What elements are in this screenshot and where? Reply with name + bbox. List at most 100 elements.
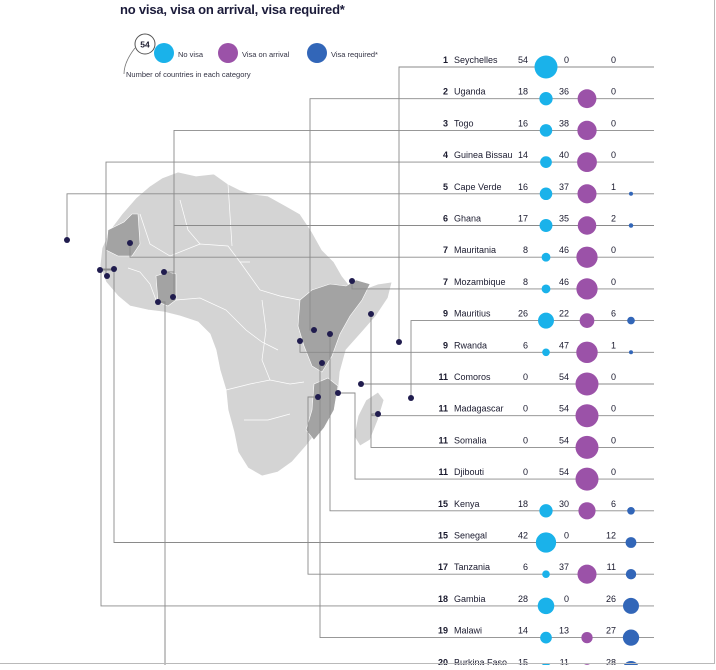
country-marker: [319, 360, 325, 366]
table-row: 20 Burkina Faso 15 11 28: [438, 657, 654, 670]
row-on-arrival-value: 37: [559, 182, 569, 192]
no-visa-bubble: [539, 504, 553, 518]
row-rank: 15: [438, 499, 448, 509]
row-rank: 6: [443, 214, 448, 224]
row-on-arrival-value: 40: [559, 150, 569, 160]
row-no-visa-value: 0: [523, 467, 528, 477]
on-arrival-bubble: [577, 152, 597, 172]
table-row: 3 Togo 16 38 0: [438, 118, 654, 141]
row-no-visa-value: 0: [523, 372, 528, 382]
no-visa-bubble: [539, 219, 553, 232]
row-no-visa-value: 16: [518, 118, 528, 128]
row-rank: 9: [443, 309, 448, 319]
row-rank: 19: [438, 626, 448, 636]
country-marker: [358, 381, 364, 387]
country-marker: [170, 294, 176, 300]
ranking-rows: 1 Seychelles 54 0 02 Uganda 18 36 03 Togo 16 38 04 Gu…: [438, 55, 654, 670]
row-on-arrival-value: 35: [559, 214, 569, 224]
on-arrival-bubble: [581, 631, 593, 644]
row-country-label: Uganda: [454, 87, 486, 97]
country-marker: [335, 390, 341, 396]
row-rank: 5: [443, 182, 448, 192]
row-country-label: Comoros: [454, 372, 491, 382]
table-row: 11 Comoros 0 54 0: [438, 372, 654, 396]
table-row: 7 Mozambique 8 46 0: [438, 277, 654, 300]
row-required-value: 0: [611, 372, 616, 382]
row-country-label: Gambia: [454, 594, 486, 604]
legend-required-swatch: [307, 43, 327, 63]
africa-map: [99, 171, 393, 477]
no-visa-bubble: [538, 312, 554, 329]
table-row: 11 Somalia 0 54 0: [438, 435, 654, 459]
table-row: 5 Cape Verde 16 37 1: [438, 182, 654, 204]
row-required-value: 0: [611, 277, 616, 287]
row-on-arrival-value: 46: [559, 245, 569, 255]
connector-line: [370, 314, 438, 448]
row-on-arrival-value: 37: [559, 562, 569, 572]
row-on-arrival-value: 54: [559, 435, 569, 445]
row-rank: 11: [438, 467, 448, 477]
country-marker: [375, 411, 381, 417]
country-marker: [396, 339, 402, 345]
legend-on-arrival-label: Visa on arrival: [242, 50, 290, 59]
no-visa-bubble: [541, 252, 551, 262]
on-arrival-bubble: [577, 120, 597, 141]
row-required-value: 6: [611, 499, 616, 509]
connector-line: [100, 269, 438, 543]
row-on-arrival-value: 38: [559, 118, 569, 128]
row-required-value: 28: [606, 657, 616, 665]
on-arrival-bubble: [576, 278, 598, 300]
row-no-visa-value: 16: [518, 182, 528, 192]
row-required-value: 0: [611, 55, 616, 65]
row-on-arrival-value: 36: [559, 87, 569, 97]
no-visa-bubble: [537, 597, 555, 615]
legend-size-bracket: [123, 47, 136, 75]
row-no-visa-value: 17: [518, 214, 528, 224]
table-row: 9 Mauritius 26 22 6: [438, 309, 654, 329]
row-no-visa-value: 28: [518, 594, 528, 604]
row-no-visa-value: 26: [518, 309, 528, 319]
no-visa-bubble: [534, 55, 558, 79]
country-marker: [408, 395, 414, 401]
country-marker: [161, 269, 167, 275]
no-visa-bubble: [542, 348, 550, 357]
on-arrival-bubble: [577, 564, 597, 584]
legend-size-value: 54: [140, 40, 150, 50]
row-country-label: Burkina Faso: [454, 657, 507, 665]
required-bubble: [627, 506, 635, 515]
table-row: 15 Kenya 18 30 6: [438, 499, 654, 520]
required-bubble: [628, 223, 634, 228]
row-on-arrival-value: 46: [559, 277, 569, 287]
country-marker: [327, 331, 333, 337]
country-marker: [349, 278, 355, 284]
country-markers: [64, 237, 414, 417]
connector-line: [338, 392, 438, 480]
row-rank: 20: [438, 657, 448, 665]
connector-line: [410, 320, 438, 398]
no-visa-bubble: [540, 156, 552, 168]
no-visa-bubble: [540, 631, 552, 644]
row-on-arrival-value: 54: [559, 467, 569, 477]
table-row: 19 Malawi 14 13 27: [438, 626, 654, 646]
madagascar-landmass: [353, 391, 385, 447]
country-marker: [368, 311, 374, 317]
row-no-visa-value: 8: [523, 245, 528, 255]
on-arrival-bubble: [575, 404, 599, 428]
row-required-value: 1: [611, 182, 616, 192]
row-country-label: Cape Verde: [454, 182, 502, 192]
row-rank: 11: [438, 435, 448, 445]
row-country-label: Ghana: [454, 214, 481, 224]
row-country-label: Mozambique: [454, 277, 506, 287]
table-row: 6 Ghana 17 35 2: [438, 214, 654, 235]
row-rank: 7: [443, 245, 448, 255]
row-required-value: 6: [611, 309, 616, 319]
no-visa-bubble: [535, 532, 557, 553]
row-rank: 4: [443, 150, 448, 160]
on-arrival-bubble: [577, 89, 597, 109]
required-bubble: [629, 350, 633, 355]
row-required-value: 0: [611, 150, 616, 160]
connector-line: [164, 129, 438, 273]
row-required-value: 12: [606, 531, 616, 541]
legend-size-bubble: [134, 33, 156, 55]
on-arrival-bubble: [576, 341, 598, 364]
